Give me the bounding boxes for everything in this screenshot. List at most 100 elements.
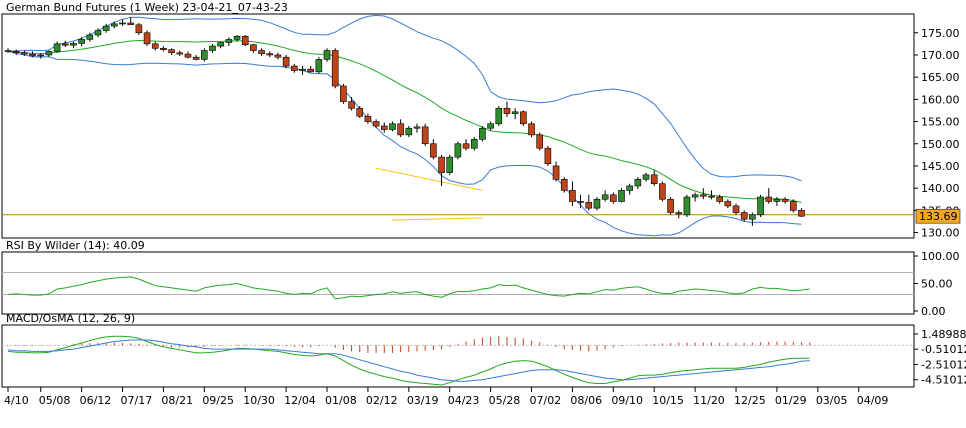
candle-body bbox=[364, 115, 372, 122]
candle-body bbox=[389, 123, 396, 130]
x-tick-label: 11/20 bbox=[693, 394, 725, 407]
candle-body bbox=[544, 147, 552, 165]
candle-body bbox=[634, 178, 642, 187]
price-y-tick-label: 170.00 bbox=[921, 49, 960, 62]
candle-body bbox=[699, 194, 707, 197]
candle-body bbox=[397, 123, 404, 136]
candle-body bbox=[290, 65, 298, 71]
candle-body bbox=[691, 194, 699, 198]
candle-body bbox=[569, 190, 576, 202]
price-y-tick-label: 165.00 bbox=[921, 71, 960, 84]
candle-body bbox=[135, 24, 143, 34]
trendline-2 bbox=[392, 217, 483, 221]
candle-body bbox=[12, 51, 20, 54]
candle-body bbox=[716, 196, 723, 202]
candle-body bbox=[61, 43, 69, 46]
candle-body bbox=[29, 53, 36, 57]
last-price-box bbox=[915, 208, 961, 224]
candle-body bbox=[160, 47, 167, 50]
candle-body bbox=[53, 43, 61, 52]
rsi-pane-frame bbox=[1, 251, 915, 315]
price-y-tick-label: 150.00 bbox=[921, 138, 960, 151]
macd-layer bbox=[2, 335, 914, 386]
candle-body bbox=[421, 126, 429, 145]
candle-body bbox=[667, 198, 674, 213]
candle-body bbox=[111, 23, 118, 27]
candle-body bbox=[446, 156, 454, 173]
rsi-line bbox=[7, 276, 810, 300]
candle-body bbox=[127, 22, 134, 26]
candle-body bbox=[732, 205, 740, 213]
candle-body bbox=[323, 50, 331, 60]
rsi-y-tick-label: 0.00 bbox=[921, 305, 946, 318]
candle-body bbox=[503, 107, 511, 114]
macd-line bbox=[7, 335, 810, 386]
x-axis-layer: 4/10 05/08 06/12 07/17 08/21 09/25 10/30 12/04 0… bbox=[2, 386, 914, 407]
x-tick-label: 02/12 bbox=[366, 394, 398, 407]
candle-body bbox=[102, 25, 110, 31]
candle-body bbox=[266, 53, 274, 56]
macd-y-tick-label: -0.51012 bbox=[921, 343, 966, 356]
candle-body bbox=[274, 54, 282, 58]
candle-body bbox=[250, 44, 257, 51]
candle-body bbox=[413, 126, 421, 129]
x-tick-label: 05/08 bbox=[39, 394, 71, 407]
price-y-tick-label: 155.00 bbox=[921, 116, 960, 129]
candle-body bbox=[176, 52, 184, 55]
candle-body bbox=[405, 127, 413, 136]
candle-body bbox=[37, 54, 45, 57]
candle-body bbox=[70, 43, 77, 46]
x-tick-label: 05/28 bbox=[489, 394, 521, 407]
x-tick-label: 07/02 bbox=[530, 394, 562, 407]
candle-body bbox=[380, 125, 388, 130]
candle-body bbox=[21, 52, 28, 55]
candle-body bbox=[650, 174, 658, 185]
x-tick-label: 06/12 bbox=[80, 394, 112, 407]
x-tick-label: 03/19 bbox=[407, 394, 439, 407]
bollinger-upper-line bbox=[7, 14, 802, 182]
candle-body bbox=[454, 143, 462, 158]
price-pane-title: German Bund Futures (1 Week) 23-04-21_07… bbox=[6, 1, 288, 14]
candle-body bbox=[560, 178, 568, 191]
candle-body bbox=[520, 111, 527, 125]
price-layer bbox=[2, 14, 914, 237]
candle-body bbox=[192, 56, 200, 60]
candle-body bbox=[143, 32, 151, 45]
x-tick-label: 01/08 bbox=[325, 394, 357, 407]
rsi-pane-title: RSI By Wilder (14): 40.09 bbox=[6, 239, 145, 252]
candle-body bbox=[209, 45, 216, 51]
candle-body bbox=[585, 202, 593, 209]
price-y-tick-label: 160.00 bbox=[921, 93, 960, 106]
candle-body bbox=[601, 194, 609, 200]
candle-body bbox=[495, 107, 503, 125]
rsi-y-tick-label: 50.00 bbox=[921, 278, 953, 291]
x-tick-label: 04/09 bbox=[857, 394, 889, 407]
candle-body bbox=[552, 165, 560, 180]
candle-body bbox=[462, 143, 470, 149]
candle-body bbox=[757, 196, 764, 216]
candle-body bbox=[528, 123, 535, 136]
candle-body bbox=[430, 143, 437, 158]
candle-body bbox=[749, 214, 756, 220]
candle-body bbox=[78, 39, 85, 44]
x-tick-label: 01/29 bbox=[775, 394, 807, 407]
candle-body bbox=[299, 68, 306, 71]
candle-body bbox=[45, 51, 53, 56]
candle-body bbox=[184, 53, 192, 58]
candle-body bbox=[642, 174, 650, 180]
candle-body bbox=[282, 56, 290, 67]
y-axis-layer: 175.00 170.00 165.00 160.00 155.00 150.00 145.… bbox=[914, 27, 966, 387]
macd-y-tick-label: -2.51012 bbox=[921, 358, 966, 371]
rsi-y-tick-label: 100.00 bbox=[921, 250, 960, 263]
candle-body bbox=[618, 190, 625, 202]
candle-body bbox=[675, 212, 683, 215]
x-tick-label: 4/10 bbox=[4, 394, 29, 407]
candle-body bbox=[94, 30, 102, 36]
candle-body bbox=[151, 43, 159, 49]
candle-body bbox=[708, 195, 715, 198]
candle-body bbox=[315, 59, 323, 73]
x-tick-label: 08/21 bbox=[161, 394, 193, 407]
x-tick-label: 07/17 bbox=[121, 394, 153, 407]
rsi-layer bbox=[2, 272, 914, 300]
